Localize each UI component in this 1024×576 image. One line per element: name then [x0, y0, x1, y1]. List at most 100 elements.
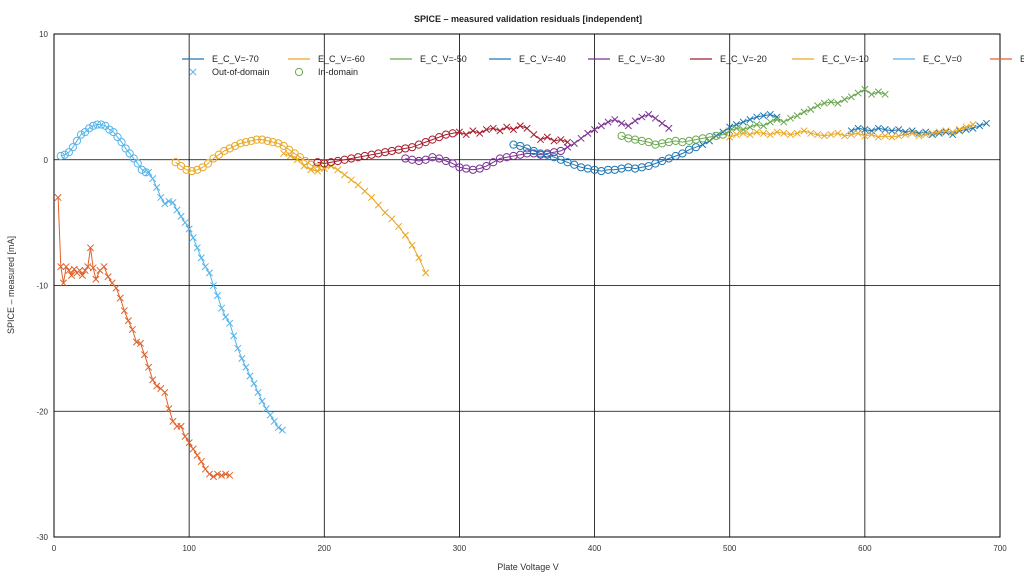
out-of-domain-marker	[949, 131, 957, 139]
tick-labels: 0 100 200 300 400 500 600 700 -30 -20 -10 0 10	[36, 30, 1007, 553]
out-of-domain-marker	[104, 273, 112, 281]
out-of-domain-marker	[773, 128, 781, 136]
legend-label: Out-of-domain	[212, 67, 270, 77]
out-of-domain-marker	[753, 128, 761, 136]
out-of-domain-marker	[173, 206, 181, 214]
out-of-domain-marker	[234, 344, 242, 352]
out-of-domain-marker	[895, 126, 903, 134]
out-of-domain-marker	[719, 128, 727, 136]
out-of-domain-marker	[759, 129, 768, 137]
out-of-domain-marker	[193, 451, 201, 459]
out-of-domain-marker	[238, 354, 246, 362]
out-of-domain-marker	[530, 131, 538, 139]
out-of-domain-marker	[827, 131, 835, 139]
in-domain-marker	[263, 136, 272, 145]
out-of-domain-marker	[189, 68, 197, 76]
out-of-domain-marker	[550, 137, 558, 145]
out-of-domain-marker	[834, 129, 842, 137]
in-domain-marker	[133, 159, 142, 168]
in-domain-marker	[220, 146, 229, 156]
out-of-domain-marker	[854, 89, 862, 97]
x-tick-label: 600	[858, 544, 872, 553]
plot-frame	[53, 33, 1001, 538]
out-of-domain-marker	[84, 263, 92, 271]
out-of-domain-marker	[161, 200, 169, 208]
out-of-domain-marker	[955, 126, 964, 134]
in-domain-marker	[121, 144, 130, 153]
in-domain-marker	[109, 127, 118, 137]
out-of-domain-marker	[286, 152, 295, 160]
out-of-domain-marker	[868, 131, 876, 139]
x-tick-label: 700	[993, 544, 1007, 553]
out-of-domain-marker	[140, 351, 149, 359]
out-of-domain-marker	[908, 127, 916, 135]
out-of-domain-marker	[766, 110, 774, 119]
x-tick-label: 200	[318, 544, 332, 553]
out-of-domain-marker	[631, 117, 639, 125]
series-e-c-v-0	[56, 120, 286, 434]
out-of-domain-marker	[76, 266, 84, 274]
legend-label: In-domain	[318, 67, 358, 77]
out-of-domain-marker	[874, 124, 882, 132]
out-of-domain-marker	[793, 129, 801, 137]
in-domain-marker	[301, 156, 310, 166]
out-of-domain-marker	[242, 363, 250, 371]
out-of-domain-marker	[153, 382, 161, 390]
out-of-domain-marker	[92, 275, 100, 283]
out-of-domain-marker	[786, 114, 795, 122]
out-of-domain-marker	[726, 127, 734, 135]
out-of-domain-marker	[942, 127, 950, 135]
legend-label: E_C_V=-20	[720, 54, 767, 64]
out-of-domain-marker	[408, 241, 416, 249]
in-domain-marker	[203, 159, 213, 168]
out-of-domain-marker	[915, 132, 923, 140]
legend-label: E_C_V=-40	[519, 54, 566, 64]
out-of-domain-marker	[874, 88, 882, 96]
x-tick-label: 0	[52, 544, 57, 553]
out-of-domain-marker	[205, 470, 213, 478]
out-of-domain-marker	[638, 113, 646, 121]
out-of-domain-marker	[169, 417, 177, 425]
legend-label: E_C_V=-10	[822, 54, 869, 64]
out-of-domain-marker	[185, 439, 193, 447]
series-e-c-v-10-high-	[726, 120, 977, 141]
out-of-domain-marker	[361, 187, 369, 195]
out-of-domain-marker	[786, 131, 795, 139]
out-of-domain-marker	[169, 198, 177, 207]
in-domain-marker	[176, 161, 186, 171]
out-of-domain-marker	[354, 181, 362, 189]
in-domain-marker	[678, 149, 687, 158]
out-of-domain-marker	[861, 85, 869, 93]
in-domain-marker	[60, 150, 69, 159]
out-of-domain-marker	[222, 313, 230, 321]
in-domain-marker	[617, 131, 626, 140]
out-of-domain-marker	[246, 372, 254, 380]
out-of-domain-marker	[128, 325, 136, 334]
out-of-domain-marker	[888, 127, 896, 135]
out-of-domain-marker	[388, 215, 396, 223]
out-of-domain-marker	[68, 271, 76, 279]
out-of-domain-marker	[226, 471, 234, 479]
series-e-c-v-30	[401, 110, 673, 174]
x-tick-label: 100	[182, 544, 196, 553]
in-domain-marker	[68, 143, 78, 152]
in-domain-marker	[125, 149, 134, 158]
out-of-domain-marker	[201, 263, 209, 271]
out-of-domain-marker	[78, 271, 86, 279]
out-of-domain-marker	[739, 129, 747, 137]
y-tick-label: 0	[44, 156, 49, 165]
out-of-domain-marker	[278, 426, 286, 434]
out-of-domain-marker	[222, 470, 230, 478]
out-of-domain-marker	[753, 113, 761, 121]
series-e-c-v-5	[54, 193, 234, 481]
in-domain-marker	[129, 154, 138, 163]
out-of-domain-marker	[157, 193, 165, 202]
series-e-c-v-10	[280, 149, 430, 277]
out-of-domain-marker	[773, 113, 781, 121]
out-of-domain-marker	[476, 129, 484, 137]
out-of-domain-marker	[181, 219, 189, 227]
out-of-domain-marker	[54, 193, 62, 202]
out-of-domain-marker	[177, 212, 185, 220]
out-of-domain-marker	[928, 129, 936, 137]
y-tick-label: -10	[36, 282, 48, 291]
